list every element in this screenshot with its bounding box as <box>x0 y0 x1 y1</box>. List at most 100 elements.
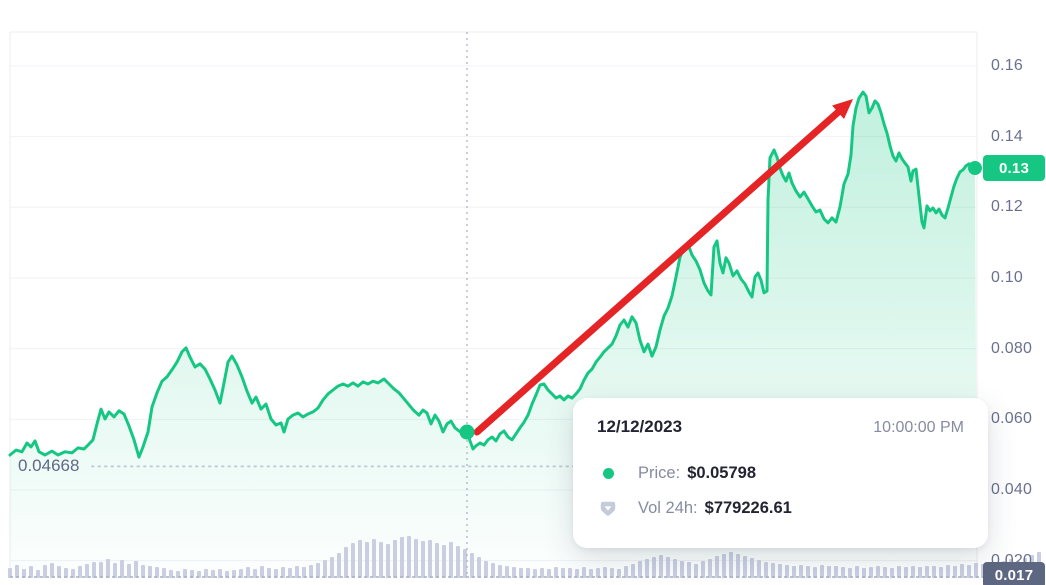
volume-bar <box>225 571 229 578</box>
volume-bar <box>155 567 159 578</box>
volume-bar <box>260 566 264 578</box>
volume-bar <box>183 569 187 578</box>
volume-bar <box>330 557 334 578</box>
volume-bar <box>974 563 978 578</box>
volume-bar <box>582 567 586 578</box>
volume-bar <box>99 562 103 578</box>
volume-bar <box>85 564 89 578</box>
volume-bar <box>666 557 670 578</box>
volume-bar <box>29 566 33 578</box>
volume-bar <box>729 552 733 578</box>
volume-bar <box>841 567 845 578</box>
volume-bar <box>316 563 320 578</box>
volume-bar <box>456 546 460 578</box>
price-dot-icon <box>599 468 617 479</box>
volume-bar <box>176 571 180 578</box>
tooltip-date: 12/12/2023 <box>597 417 683 436</box>
volume-bar <box>288 568 292 578</box>
volume-bar <box>127 564 131 578</box>
y-axis-label: 0.12 <box>991 198 1023 216</box>
volume-bar <box>827 566 831 578</box>
volume-bar <box>960 564 964 578</box>
volume-bar <box>204 569 208 578</box>
volume-bar <box>197 571 201 578</box>
volume-bar <box>526 568 530 578</box>
hover-marker-dot <box>459 424 475 440</box>
volume-bar <box>323 560 327 578</box>
volume-bar <box>148 566 152 578</box>
low-price-badge: 0.017 <box>983 562 1045 585</box>
tooltip-header: 12/12/2023 10:00:00 PM <box>573 398 988 437</box>
volume-bar <box>806 566 810 578</box>
volume-bar <box>883 567 887 578</box>
y-axis-label: 0.060 <box>991 410 1033 428</box>
volume-bar <box>22 569 26 578</box>
volume-bar <box>624 566 628 578</box>
volume-bar <box>372 539 376 578</box>
volume-bar <box>722 554 726 578</box>
volume-bar <box>8 568 12 578</box>
volume-bar <box>736 554 740 578</box>
volume-bar <box>512 567 516 578</box>
volume-bar <box>799 565 803 578</box>
volume-bar <box>687 562 691 578</box>
volume-bar <box>820 565 824 578</box>
volume-bar <box>743 556 747 578</box>
volume-bar <box>589 569 593 578</box>
volume-bar <box>876 566 880 578</box>
baseline-price-label: 0.04668 <box>18 456 80 476</box>
volume-bar <box>911 566 915 578</box>
tooltip-time: 10:00:00 PM <box>873 419 964 436</box>
volume-bar <box>71 569 75 578</box>
volume-bar <box>246 567 250 578</box>
volume-bar <box>631 564 635 578</box>
volume-bar <box>771 563 775 578</box>
volume-bar <box>834 566 838 578</box>
volume-bar <box>218 569 222 578</box>
volume-bar <box>267 568 271 578</box>
volume-bar <box>932 566 936 578</box>
volume-bar <box>715 556 719 578</box>
y-axis-label: 0.080 <box>991 339 1033 357</box>
volume-bar <box>939 567 943 578</box>
volume-bar <box>855 566 859 578</box>
y-axis-label: 0.16 <box>991 56 1023 74</box>
volume-bar <box>491 563 495 578</box>
volume-bar <box>344 547 348 578</box>
volume-bar <box>365 542 369 578</box>
volume-bar <box>925 566 929 578</box>
volume-bar <box>547 569 551 578</box>
volume-bar <box>414 539 418 578</box>
volume-bar <box>561 568 565 578</box>
volume-bar <box>603 567 607 578</box>
volume-bar <box>477 557 481 578</box>
tooltip-vol-value: $779226.61 <box>704 499 792 517</box>
volume-bar <box>421 541 425 578</box>
latest-price-dot <box>968 161 982 176</box>
tooltip-vol-label: Vol 24h: <box>638 499 698 517</box>
volume-bar <box>253 569 257 578</box>
volume-bar <box>442 545 446 578</box>
volume-bar <box>862 568 866 578</box>
volume-bar <box>778 564 782 578</box>
volume-bar <box>106 559 110 578</box>
tooltip-volume-row: Vol 24h: $779226.61 <box>573 499 988 518</box>
volume-bar <box>337 553 341 578</box>
volume-bar <box>302 567 306 578</box>
volume-bar <box>120 560 124 578</box>
volume-bar <box>64 568 68 578</box>
volume-bar <box>379 542 383 578</box>
volume-bar <box>659 555 663 578</box>
volume-bar <box>498 565 502 578</box>
price-line <box>8 90 977 459</box>
volume-bar <box>645 559 649 578</box>
volume-bar <box>890 568 894 578</box>
volume-bar <box>869 567 873 578</box>
volume-bar <box>169 570 173 578</box>
volume-bar <box>211 570 215 578</box>
volume-bar <box>568 568 572 578</box>
volume-bar <box>428 540 432 578</box>
volume-bar <box>274 569 278 578</box>
volume-bar <box>92 562 96 578</box>
